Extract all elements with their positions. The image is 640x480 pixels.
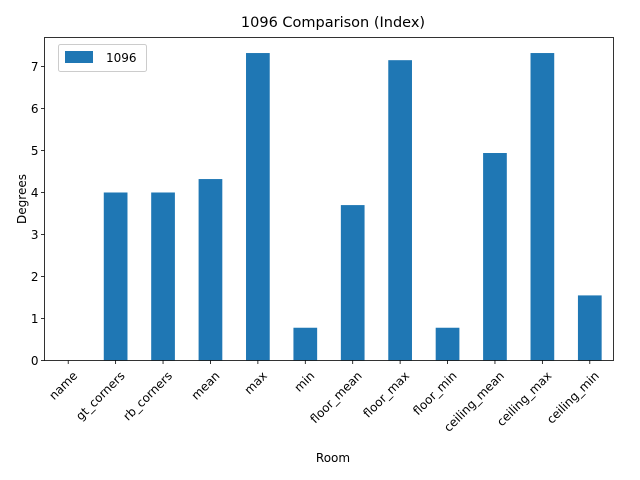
legend-swatch bbox=[65, 51, 93, 63]
plot-frame bbox=[44, 37, 614, 361]
y-tick-label: 1 bbox=[31, 312, 39, 326]
bar-gt-corners bbox=[103, 192, 128, 361]
y-tick-label: 0 bbox=[31, 354, 39, 368]
y-tick-label: 6 bbox=[31, 102, 39, 116]
bar-ceiling-min bbox=[577, 295, 602, 361]
y-tick-label: 4 bbox=[31, 186, 39, 200]
bar-rb-corners bbox=[151, 192, 175, 361]
bar-floor-mean bbox=[340, 205, 365, 361]
x-axis-label: Room bbox=[316, 451, 350, 465]
bars-group bbox=[103, 53, 602, 361]
y-tick-label: 2 bbox=[31, 270, 39, 284]
bar-mean bbox=[198, 179, 223, 361]
bar-ceiling-max bbox=[530, 53, 555, 361]
chart-title: 1096 Comparison (Index) bbox=[241, 15, 425, 31]
y-tick-label: 3 bbox=[31, 228, 39, 242]
bar-floor-max bbox=[388, 60, 412, 361]
y-tick-label: 7 bbox=[31, 60, 39, 74]
bar-min bbox=[293, 327, 318, 361]
y-axis-label: Degrees bbox=[15, 174, 29, 224]
bar-max bbox=[246, 53, 270, 361]
bar-floor-min bbox=[435, 327, 460, 361]
legend-label: 1096 bbox=[106, 51, 137, 65]
bar-ceiling-mean bbox=[483, 153, 507, 361]
y-tick-label: 5 bbox=[31, 144, 39, 158]
legend: 1096 bbox=[58, 44, 147, 72]
y-axis-ticks: 0 1 2 3 4 5 6 7 bbox=[31, 60, 45, 368]
